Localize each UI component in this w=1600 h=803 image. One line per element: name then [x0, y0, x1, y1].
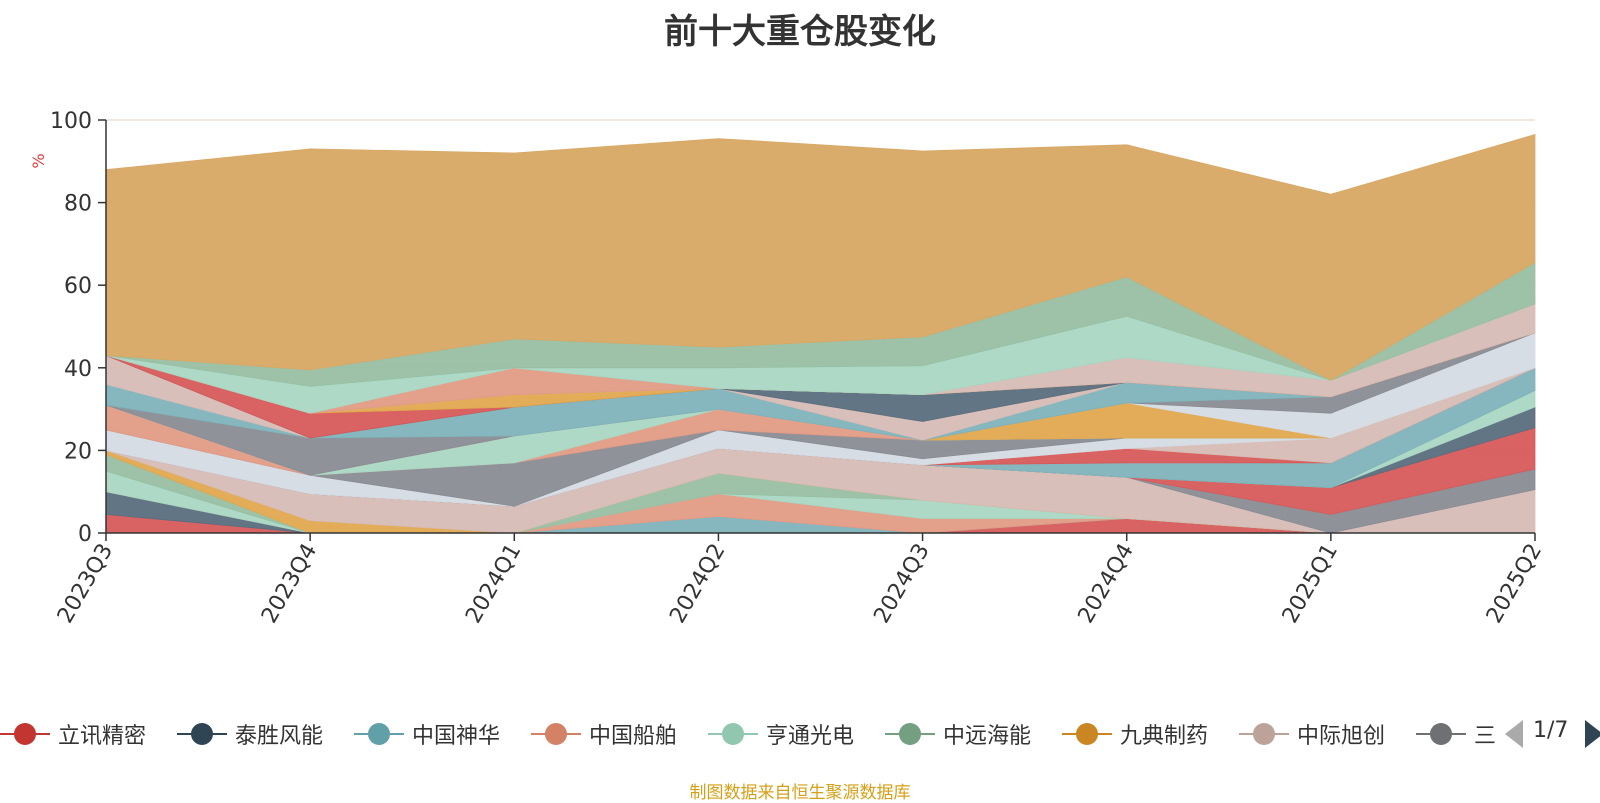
legend-item[interactable]: 立讯精密: [0, 712, 146, 756]
legend-item[interactable]: 九典制药: [1062, 712, 1208, 756]
y-tick-label: 80: [64, 192, 92, 217]
x-tick-label: 2024Q3: [869, 540, 934, 628]
legend-label: 亨通光电: [766, 724, 855, 749]
y-tick-label: 60: [64, 274, 92, 299]
legend-label: 中国船舶: [589, 724, 678, 749]
x-tick-label: 2023Q4: [257, 540, 322, 628]
legend-item[interactable]: 中国神华: [354, 712, 500, 756]
legend-label: 中际旭创: [1297, 724, 1386, 749]
data-source-note: 制图数据来自恒生聚源数据库: [689, 783, 911, 803]
legend-swatch-icon: [708, 719, 758, 749]
legend-swatch-icon: [0, 719, 50, 749]
x-tick-label: 2024Q2: [665, 540, 730, 628]
legend-label: 中远海能: [943, 724, 1032, 749]
legend-swatch-icon: [1239, 719, 1289, 749]
legend-prev-page-button[interactable]: [1505, 720, 1523, 748]
y-tick-label: 40: [64, 357, 92, 382]
x-tick-label: 2025Q2: [1482, 540, 1547, 628]
legend-swatch-icon: [1416, 719, 1466, 749]
chart-title: 前十大重仓股变化: [664, 12, 936, 52]
x-tick-label: 2025Q1: [1278, 540, 1343, 628]
x-tick-label: 2024Q1: [461, 540, 526, 628]
y-tick-label: 100: [50, 109, 92, 134]
area-series-34: [105, 133, 1536, 381]
legend-label: 中国神华: [412, 724, 501, 749]
x-tick-label: 2023Q3: [53, 540, 118, 628]
legend-item[interactable]: 中际旭创: [1239, 712, 1385, 756]
legend-next-page-button[interactable]: [1585, 720, 1600, 748]
legend-swatch-icon: [531, 719, 581, 749]
legend-label: 九典制药: [1120, 724, 1209, 749]
area-series-layer: [105, 133, 1536, 534]
legend-label: 三: [1474, 724, 1497, 749]
legend-label: 泰胜风能: [235, 724, 324, 749]
legend-label: 立讯精密: [58, 724, 147, 749]
y-axis-unit-label: %: [29, 153, 48, 168]
legend-item[interactable]: 泰胜风能: [177, 712, 323, 756]
y-tick-label: 20: [64, 439, 92, 464]
legend-swatch-icon: [885, 719, 935, 749]
legend-swatch-icon: [354, 719, 404, 749]
legend-pager: 1/7: [1505, 712, 1600, 756]
legend-swatch-icon: [177, 719, 227, 749]
legend-swatch-icon: [1062, 719, 1112, 749]
legend-item[interactable]: 三: [1416, 712, 1496, 756]
legend-item[interactable]: 亨通光电: [708, 712, 854, 756]
legend-item[interactable]: 中远海能: [885, 712, 1031, 756]
x-tick-label: 2024Q4: [1074, 540, 1139, 628]
legend-page-indicator: 1/7: [1533, 718, 1569, 743]
y-tick-label: 0: [78, 522, 92, 547]
chart-legend: 立讯精密 泰胜风能 中国神华 中国船舶 亨通光电 中远海能 九典制药 中际旭创 三: [0, 712, 1505, 756]
legend-item[interactable]: 中国船舶: [531, 712, 677, 756]
